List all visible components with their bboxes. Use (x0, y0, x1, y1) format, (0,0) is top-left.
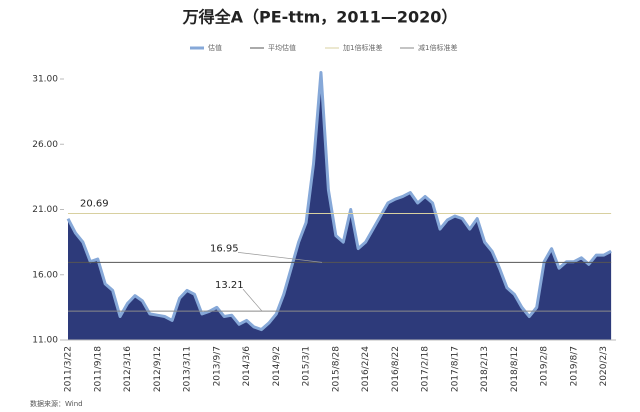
x-tick-label: 2017/8/17 (450, 346, 460, 392)
y-tick-label: 31.00 (32, 75, 58, 85)
reference-label: 20.69 (80, 199, 109, 210)
area (68, 72, 612, 340)
x-tick-label: 2013/3/11 (183, 346, 193, 392)
x-tick-label: 2011/9/18 (93, 346, 103, 392)
x-tick-label: 2020/2/3 (599, 346, 609, 386)
x-tick-label: 2012/3/16 (123, 346, 133, 392)
legend-label: 加1倍标准差 (343, 43, 382, 52)
x-tick-label: 2017/2/18 (421, 346, 431, 392)
x-tick-label: 2019/8/7 (569, 346, 579, 386)
area-edge (66, 70, 612, 332)
x-tick-label: 2019/2/8 (540, 346, 550, 387)
legend-label: 估值 (208, 43, 222, 52)
legend-label: 减1倍标准差 (418, 43, 457, 52)
x-tick-label: 2012/9/12 (153, 346, 163, 392)
x-tick-label: 2018/2/13 (480, 346, 490, 392)
x-tick-label: 2015/8/28 (331, 346, 341, 392)
x-tick-label: 2013/9/7 (212, 346, 222, 386)
y-tick-label: 11.00 (32, 336, 58, 346)
chart-title: 万得全A（PE-ttm，2011—2020） (182, 8, 458, 27)
legend-label: 平均估值 (268, 43, 296, 52)
x-tick-label: 2018/8/12 (510, 346, 520, 392)
x-tick-label: 2011/3/22 (64, 346, 74, 392)
y-tick-label: 21.00 (32, 205, 58, 215)
x-tick-label: 2015/3/1 (302, 346, 312, 386)
reference-label: 16.95 (210, 243, 239, 254)
leader (242, 288, 263, 312)
x-tick-label: 2016/2/24 (361, 346, 371, 392)
y-tick-label: 26.00 (32, 140, 58, 150)
x-tick-label: 2014/9/2 (272, 346, 282, 386)
x-tick-label: 2014/3/6 (242, 346, 252, 387)
source: 数据来源：Wind (30, 399, 83, 408)
y-tick-label: 16.00 (32, 270, 58, 280)
leader (237, 252, 323, 263)
x-tick-label: 2016/8/22 (391, 346, 401, 392)
reference-label: 13.21 (215, 280, 244, 291)
